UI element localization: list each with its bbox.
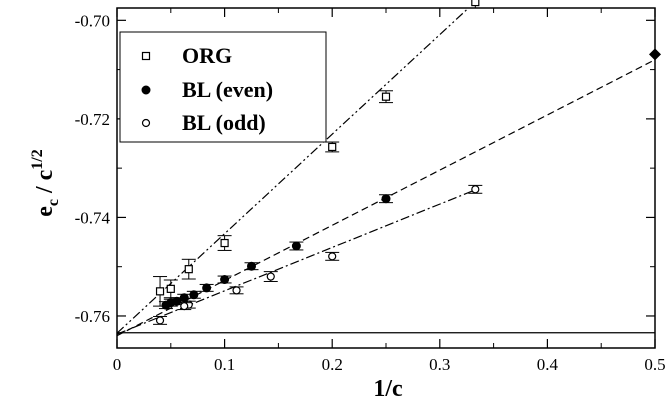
marker (184, 265, 193, 274)
marker (180, 302, 189, 311)
x-axis-label: 1/c (373, 376, 403, 402)
data-point-s2-0 (468, 184, 483, 194)
legend: ORG BL (even) BL (odd) (119, 31, 327, 143)
data-point-s1-0 (379, 194, 393, 204)
marker (220, 275, 230, 285)
marker (266, 272, 275, 281)
marker (291, 241, 301, 251)
marker (471, 0, 480, 7)
marker (247, 261, 256, 271)
y-axis-label-mid: / c (32, 169, 58, 199)
marker (381, 92, 391, 101)
data-point-s0-5 (163, 279, 178, 299)
legend-label-bl-even: BL (even) (182, 77, 273, 102)
data-point-s1-1 (289, 241, 304, 251)
y-tick-label: -0.76 (75, 307, 110, 326)
legend-marker-1 (141, 85, 151, 95)
x-tick-label: 0.5 (644, 355, 665, 374)
data-point-s2-6 (153, 315, 168, 325)
data-point-s0-1 (379, 90, 393, 104)
legend-markers (141, 51, 151, 128)
marker (166, 284, 175, 293)
y-axis-label-main: e (32, 206, 58, 217)
x-tick-label: 0.3 (429, 355, 450, 374)
legend-marker-2 (141, 118, 151, 128)
y-tick-label: -0.72 (75, 110, 110, 129)
data-points (153, 0, 661, 325)
marker (161, 300, 171, 310)
fit-line-0 (117, 8, 470, 334)
data-point-s0-4 (181, 258, 196, 280)
data-point-s1-4 (199, 283, 214, 293)
marker (155, 287, 165, 296)
marker (328, 252, 337, 261)
y-tick-label: -0.74 (75, 208, 111, 227)
marker (381, 194, 391, 204)
data-point-s2-5 (177, 302, 192, 311)
marker (220, 238, 229, 248)
marker (202, 283, 212, 293)
marker (471, 185, 480, 194)
x-tick-label: 0.4 (537, 355, 559, 374)
data-point-s0-0 (468, 0, 483, 9)
data-point-s2-2 (263, 271, 278, 282)
legend-marker-0 (141, 51, 151, 61)
data-point-s2-1 (325, 251, 340, 261)
y-axis-label-sub: c (45, 199, 62, 206)
y-axis-label-sup: 1/2 (29, 149, 46, 169)
x-tick-label: 0.1 (214, 355, 235, 374)
data-point-s1-2 (244, 261, 259, 271)
y-axis-label: ec / c1/2 (29, 149, 62, 217)
data-point-s0-2 (325, 141, 340, 153)
legend-label-org: ORG (182, 43, 232, 68)
x-tick-label: 0 (113, 355, 122, 374)
marker (232, 286, 241, 295)
data-point-s1-3 (217, 275, 232, 285)
y-tick-label: -0.70 (75, 11, 110, 30)
fit-line-2 (117, 188, 478, 335)
data-point-s2-3 (229, 286, 244, 295)
x-tick-label: 0.2 (322, 355, 343, 374)
legend-label-bl-odd: BL (odd) (182, 110, 266, 135)
legend-box (119, 31, 327, 143)
data-point-s0-3 (217, 235, 232, 251)
marker (155, 316, 165, 325)
marker (328, 142, 337, 152)
data-point-s1-9 (158, 300, 173, 310)
x-axis: 0 0.1 0.2 0.3 0.4 0.5 (113, 8, 666, 374)
